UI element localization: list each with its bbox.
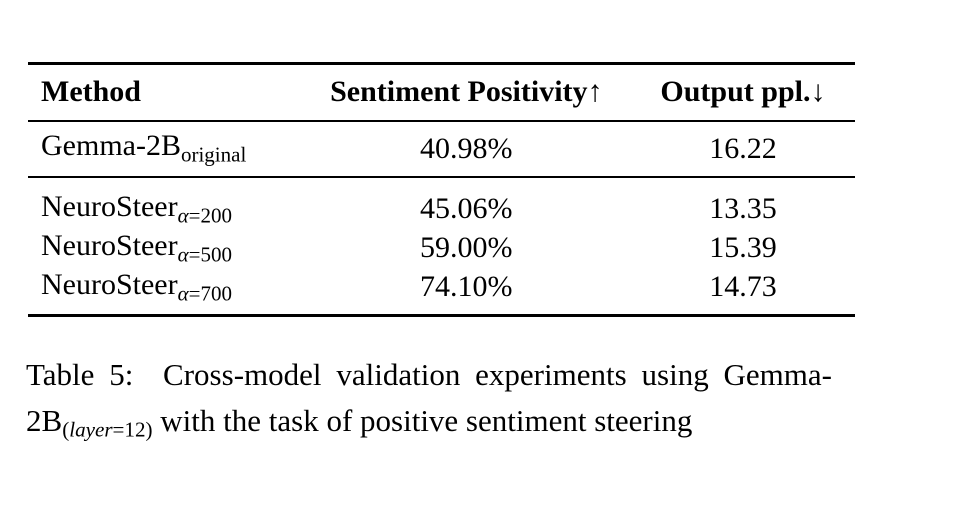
method-name: NeuroSteer — [41, 228, 178, 262]
ppl-cell: 16.22 — [607, 121, 855, 177]
method-cell: NeuroSteerα=200 — [28, 177, 326, 228]
method-name: Gemma-2B — [41, 129, 181, 163]
header-row: Method Sentiment Positivity↑ Output ppl.… — [28, 63, 855, 122]
positivity-cell: 59.00% — [326, 228, 607, 268]
up-arrow-icon: ↑ — [587, 75, 603, 109]
caption-text: Table 5: Cross-model validation experime… — [26, 357, 832, 438]
method-subscript: original — [180, 142, 247, 167]
method-subscript: α=200 — [177, 202, 232, 227]
positivity-value: 45.06% — [420, 191, 513, 225]
down-arrow-icon: ↓ — [810, 75, 826, 109]
ppl-cell: 13.35 — [607, 177, 855, 228]
method-name: NeuroSteer — [41, 267, 178, 301]
results-table: Method Sentiment Positivity↑ Output ppl.… — [28, 62, 855, 318]
caption-subscript: (layer=12) — [62, 417, 153, 442]
ppl-value: 13.35 — [709, 191, 777, 225]
column-header-sentiment-positivity-label: Sentiment Positivity — [330, 75, 588, 109]
ppl-cell: 14.73 — [607, 268, 855, 316]
table-header: Method Sentiment Positivity↑ Output ppl.… — [28, 63, 855, 122]
table-row: NeuroSteerα=500 59.00% 15.39 — [28, 228, 855, 268]
table-row: NeuroSteerα=200 45.06% 13.35 — [28, 177, 855, 228]
ppl-value: 16.22 — [709, 131, 777, 165]
column-header-sentiment-positivity: Sentiment Positivity↑ — [325, 63, 607, 122]
method-subscript: α=700 — [177, 281, 232, 306]
table-row: Gemma-2Boriginal 40.98% 16.22 — [28, 121, 855, 177]
ppl-value: 15.39 — [709, 230, 777, 264]
column-header-output-ppl-label: Output ppl. — [660, 75, 811, 109]
column-header-method-label: Method — [41, 75, 141, 109]
method-cell: NeuroSteerα=700 — [28, 268, 326, 316]
ppl-value: 14.73 — [709, 269, 777, 303]
positivity-value: 74.10% — [420, 269, 513, 303]
positivity-value: 59.00% — [420, 230, 513, 264]
column-header-method: Method — [28, 63, 326, 122]
positivity-cell: 40.98% — [326, 121, 607, 177]
method-subscript: α=500 — [177, 241, 232, 266]
positivity-cell: 45.06% — [326, 177, 607, 228]
method-cell: NeuroSteerα=500 — [28, 228, 326, 268]
column-header-output-ppl: Output ppl.↓ — [606, 63, 855, 122]
neurosteer-row-group: NeuroSteerα=200 45.06% 13.35 NeuroSteerα… — [28, 177, 855, 316]
caption-text-continued: with the task of positive sentiment stee… — [152, 403, 693, 438]
positivity-value: 40.98% — [420, 131, 513, 165]
method-name: NeuroSteer — [41, 189, 178, 223]
table-row: NeuroSteerα=700 74.10% 14.73 — [28, 268, 855, 316]
table-caption: Table 5: Cross-model validation experime… — [26, 352, 832, 452]
baseline-row-group: Gemma-2Boriginal 40.98% 16.22 — [28, 121, 855, 177]
method-cell: Gemma-2Boriginal — [28, 121, 326, 177]
positivity-cell: 74.10% — [326, 268, 607, 316]
ppl-cell: 15.39 — [607, 228, 855, 268]
